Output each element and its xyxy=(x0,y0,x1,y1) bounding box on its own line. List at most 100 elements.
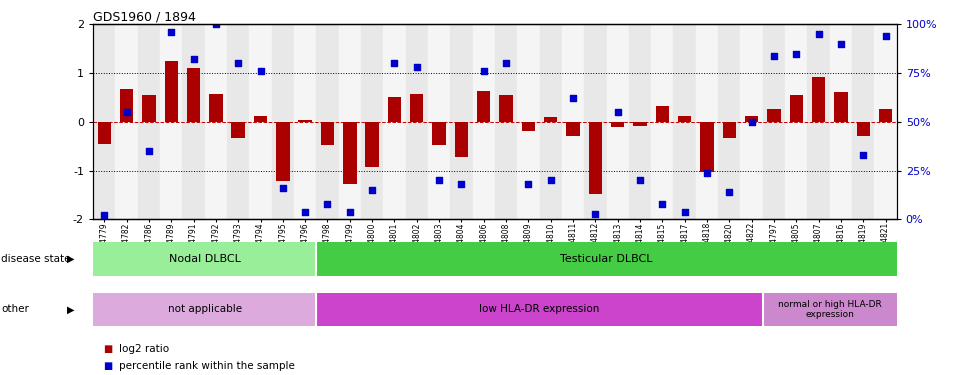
Point xyxy=(365,187,380,193)
Text: Nodal DLBCL: Nodal DLBCL xyxy=(169,254,241,264)
Point xyxy=(409,64,424,70)
Bar xyxy=(879,109,892,122)
Point xyxy=(319,201,335,207)
Point xyxy=(96,213,112,219)
Bar xyxy=(249,24,271,219)
Bar xyxy=(745,116,759,122)
Point xyxy=(810,31,826,37)
Point xyxy=(766,53,782,58)
Bar xyxy=(811,76,825,122)
Bar xyxy=(874,24,897,219)
Text: Testicular DLBCL: Testicular DLBCL xyxy=(561,254,653,264)
Bar xyxy=(227,24,249,219)
Point xyxy=(565,96,581,102)
Text: GDS1960 / 1894: GDS1960 / 1894 xyxy=(93,10,196,23)
Bar xyxy=(276,122,289,182)
Bar xyxy=(294,24,317,219)
Point xyxy=(119,109,134,115)
Text: ■: ■ xyxy=(103,361,112,370)
Point xyxy=(878,33,894,39)
Bar xyxy=(472,24,495,219)
Text: low HLA-DR expression: low HLA-DR expression xyxy=(479,304,600,314)
Bar xyxy=(383,24,406,219)
Bar xyxy=(231,122,245,138)
Point xyxy=(588,210,604,216)
Bar xyxy=(678,116,691,122)
Bar xyxy=(205,24,227,219)
Bar xyxy=(254,116,268,122)
Bar xyxy=(701,122,713,172)
Point xyxy=(699,170,714,176)
Point xyxy=(655,201,670,207)
Point xyxy=(230,60,246,66)
Text: percentile rank within the sample: percentile rank within the sample xyxy=(119,361,294,370)
Bar xyxy=(428,24,450,219)
Bar xyxy=(182,24,205,219)
Point xyxy=(275,185,291,191)
Bar xyxy=(633,122,647,126)
Bar xyxy=(696,24,718,219)
Point xyxy=(253,68,269,74)
Bar xyxy=(361,24,383,219)
Point xyxy=(610,109,625,115)
Point xyxy=(141,148,157,154)
Bar xyxy=(160,24,182,219)
Point xyxy=(856,152,871,158)
Bar xyxy=(432,122,446,145)
Bar xyxy=(142,95,156,122)
Bar xyxy=(410,94,423,122)
Bar xyxy=(299,120,312,122)
Point xyxy=(431,177,447,183)
Bar xyxy=(762,292,897,326)
Text: ▶: ▶ xyxy=(67,304,74,314)
Bar xyxy=(857,122,870,135)
Bar xyxy=(566,122,580,135)
Bar xyxy=(187,68,200,122)
Bar xyxy=(656,106,669,122)
Bar xyxy=(852,24,874,219)
Bar xyxy=(455,122,468,158)
Text: not applicable: not applicable xyxy=(168,304,242,314)
Bar xyxy=(521,122,535,130)
Bar xyxy=(406,24,428,219)
Bar xyxy=(317,242,897,276)
Bar xyxy=(607,24,629,219)
Bar xyxy=(93,292,317,326)
Bar xyxy=(93,24,116,219)
Point xyxy=(454,181,469,187)
Bar xyxy=(741,24,762,219)
Bar xyxy=(388,96,401,122)
Point xyxy=(386,60,403,66)
Point xyxy=(677,209,693,214)
Point xyxy=(833,41,849,47)
Bar xyxy=(718,24,741,219)
Bar xyxy=(673,24,696,219)
Bar xyxy=(495,24,517,219)
Bar xyxy=(317,24,339,219)
Bar xyxy=(785,24,808,219)
Bar xyxy=(540,24,562,219)
Text: ■: ■ xyxy=(103,344,112,354)
Bar xyxy=(722,122,736,138)
Bar xyxy=(762,24,785,219)
Point xyxy=(744,119,760,125)
Bar xyxy=(834,92,848,122)
Point xyxy=(208,21,223,27)
Bar xyxy=(450,24,472,219)
Bar xyxy=(562,24,584,219)
Bar xyxy=(209,94,222,122)
Bar xyxy=(830,24,852,219)
Bar xyxy=(500,95,513,122)
Point xyxy=(297,209,313,214)
Bar xyxy=(343,122,357,184)
Point xyxy=(185,57,202,63)
Bar xyxy=(320,122,334,145)
Point xyxy=(632,177,648,183)
Point xyxy=(543,177,559,183)
Bar xyxy=(790,95,803,122)
Bar xyxy=(120,89,133,122)
Text: log2 ratio: log2 ratio xyxy=(119,344,169,354)
Bar xyxy=(517,24,540,219)
Point xyxy=(498,60,514,66)
Text: other: other xyxy=(1,304,28,314)
